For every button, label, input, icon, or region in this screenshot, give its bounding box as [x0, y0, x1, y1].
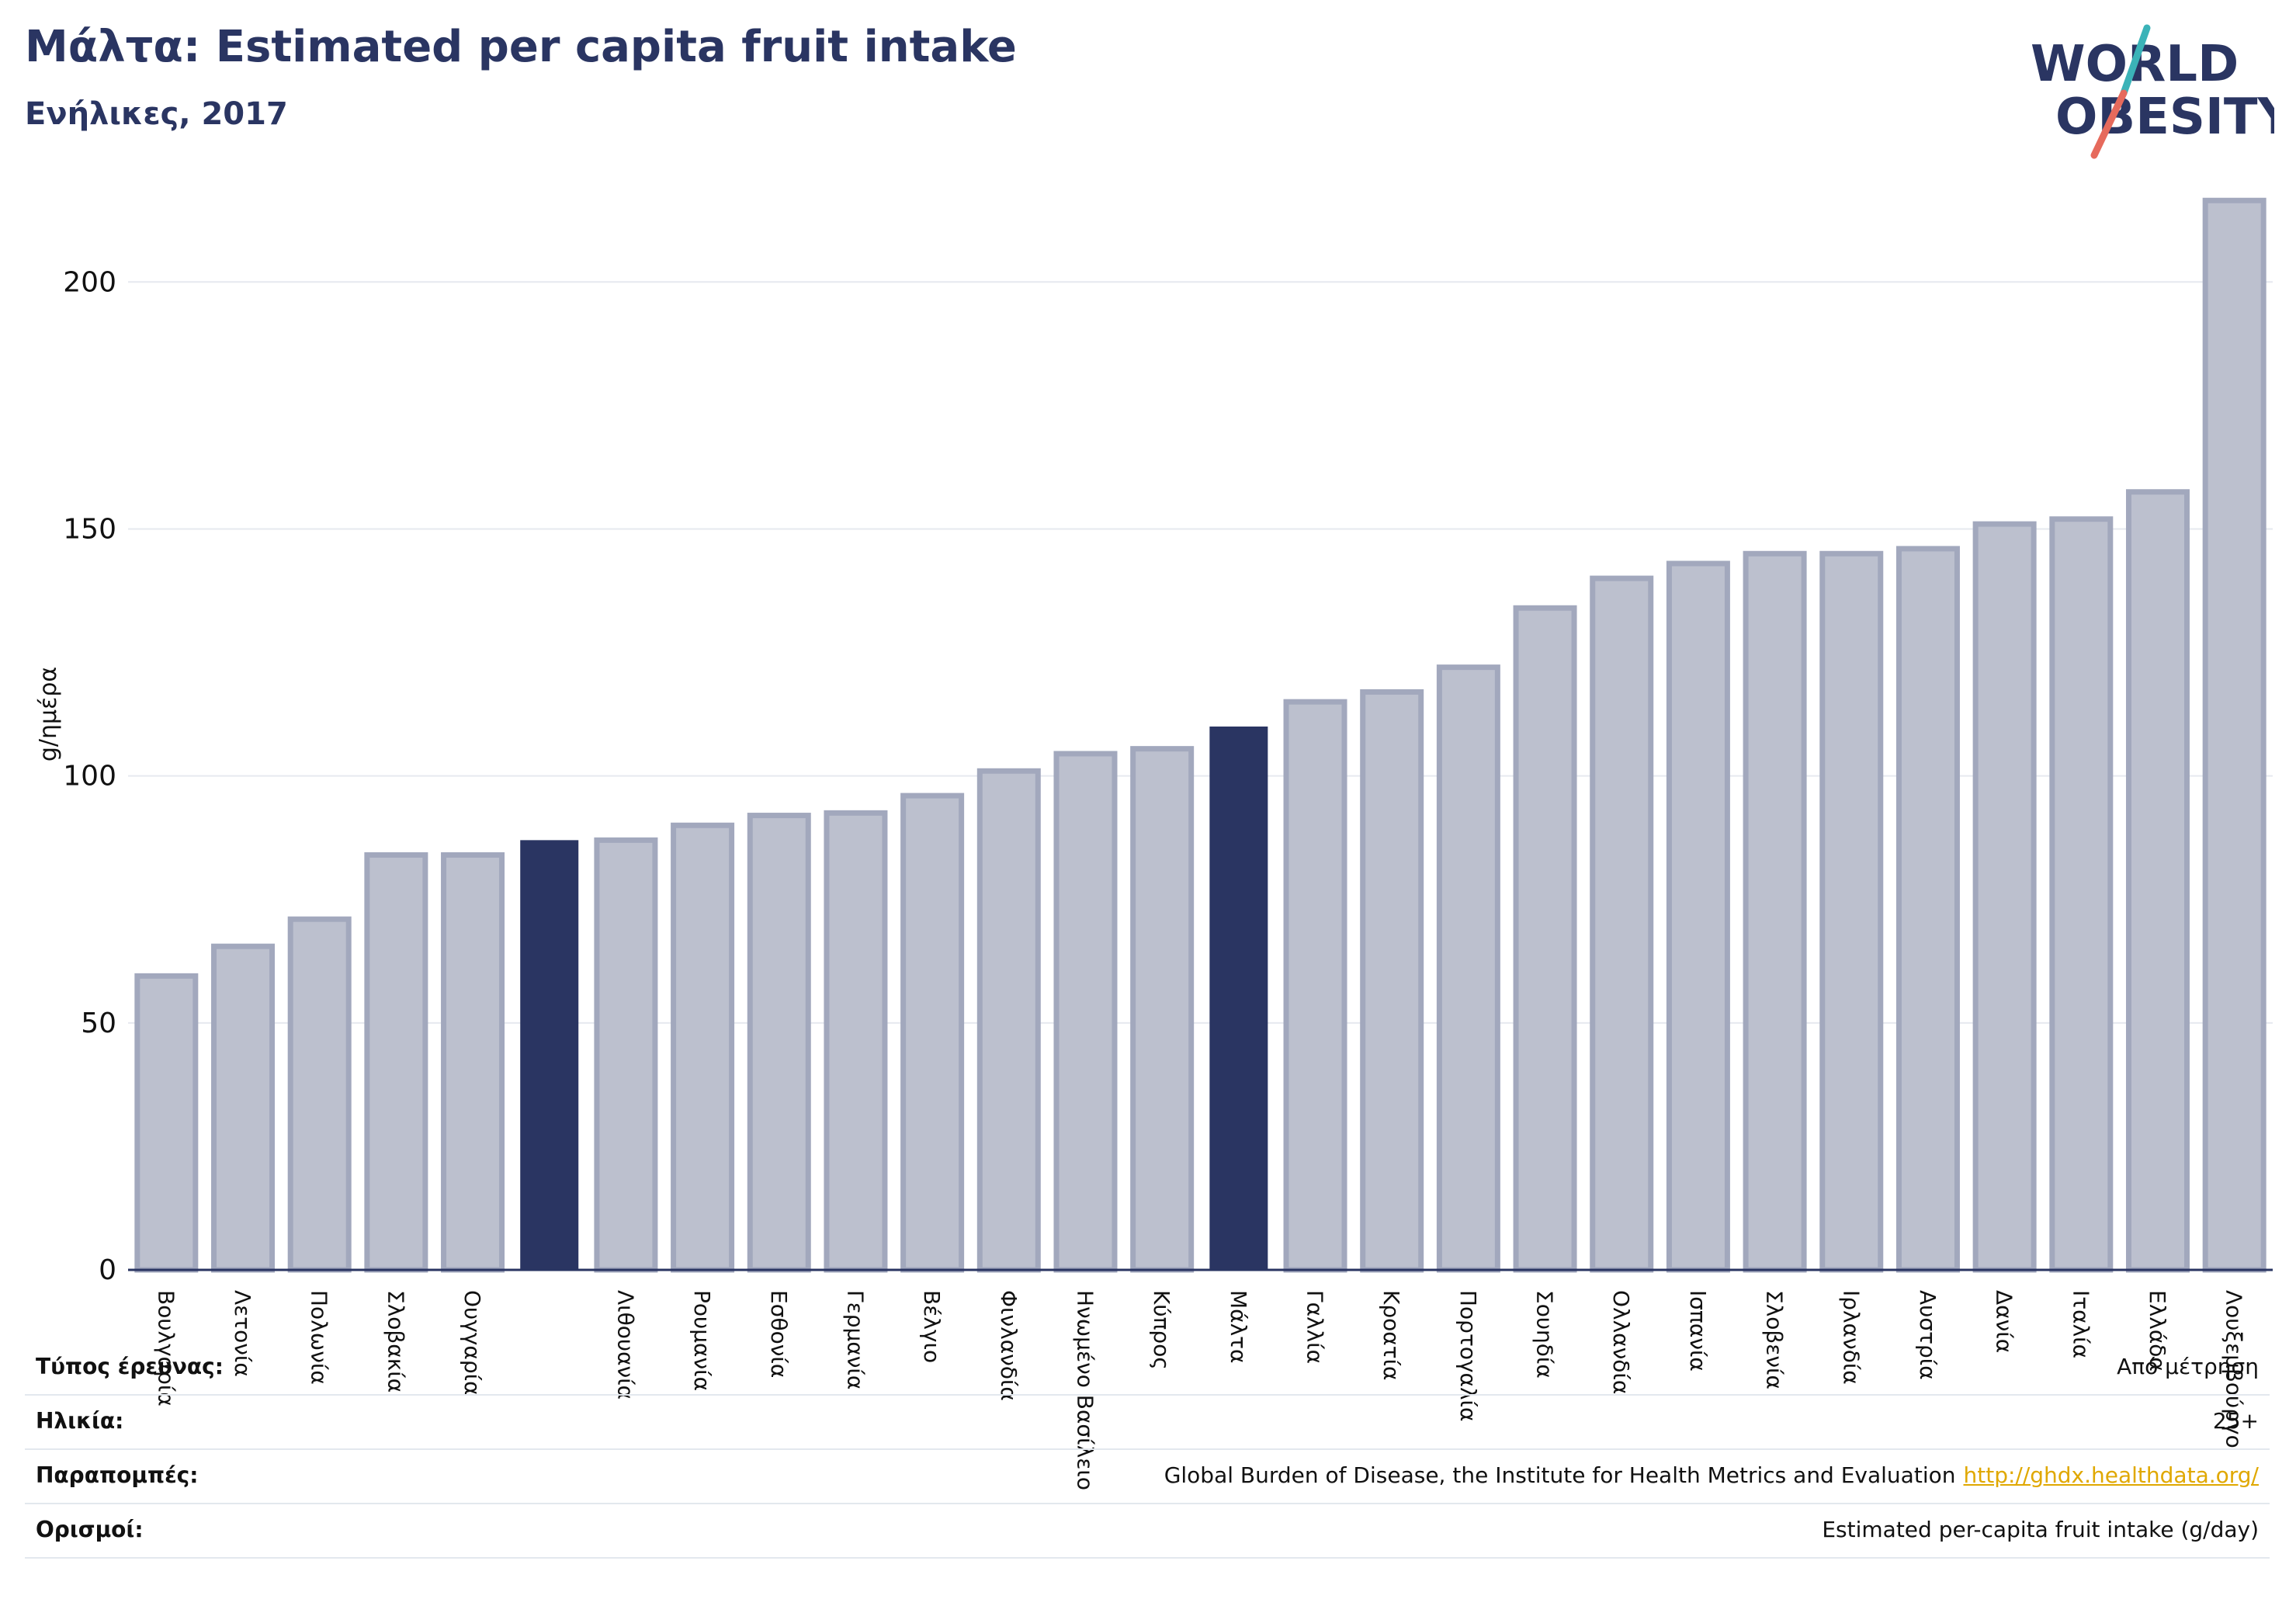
bar	[134, 973, 199, 1273]
bar	[1590, 575, 1654, 1273]
bar	[1053, 751, 1118, 1273]
definitions-value: Estimated per-capita fruit intake (g/day…	[1822, 1517, 2259, 1542]
world-obesity-logo: WORLD OBESITY	[2031, 24, 2274, 159]
bar	[671, 822, 735, 1273]
x-tick-label: Ουγγαρία	[460, 1290, 485, 1396]
bar	[1130, 746, 1195, 1273]
x-tick-label: Πορτογαλία	[1455, 1290, 1481, 1421]
chart-title: Μάλτα: Estimated per capita fruit intake	[25, 22, 1017, 72]
x-tick-label: Σλοβενία	[1762, 1290, 1788, 1389]
x-tick-label: Ρουμανία	[689, 1290, 715, 1391]
x-axis-ticks: Βουλγαρία Λετονία Πολωνία Σλοβακία Ουγγαρία Λ…	[153, 1290, 2246, 1490]
x-tick-label: Κροατία	[1379, 1290, 1404, 1381]
bar-chart: 0 50 100 150 200 Βουλγαρία Λετονία Πολωνία Σλοβ…	[35, 197, 2273, 1490]
y-tick-label: 100	[63, 761, 116, 793]
info-row-age: Ηλικία: 25+	[25, 1396, 2270, 1450]
bar	[1436, 664, 1500, 1273]
logo-word-obesity: OBESITY	[2055, 88, 2274, 146]
y-tick-label: 200	[63, 266, 116, 298]
bar	[1513, 605, 1577, 1273]
bar	[211, 943, 276, 1273]
definitions-label: Ορισμοί:	[36, 1517, 144, 1542]
logo-slash-teal	[2120, 24, 2151, 97]
bar	[1895, 546, 1960, 1273]
x-tick-label: Γερμανία	[842, 1290, 868, 1389]
info-row-references: Παραπομπές: Global Burden of Disease, th…	[25, 1450, 2270, 1504]
x-tick-label: Σλοβακία	[383, 1290, 408, 1393]
x-tick-label: Κύπρος	[1149, 1290, 1174, 1370]
references-label: Παραπομπές:	[36, 1462, 199, 1488]
x-tick-label: Βουλγαρία	[153, 1290, 179, 1406]
x-tick-label: Πολωνία	[307, 1290, 332, 1385]
bar	[900, 793, 965, 1273]
bars	[134, 197, 2267, 1273]
bar	[520, 840, 579, 1270]
references-link[interactable]: http://ghdx.healthdata.org/	[1963, 1462, 2259, 1488]
x-tick-label: Σουηδία	[1532, 1290, 1558, 1379]
x-tick-label: Ιταλία	[2068, 1290, 2093, 1358]
survey-type-value: Από μέτρηση	[2117, 1354, 2259, 1379]
x-tick-label: Αυστρία	[1915, 1290, 1941, 1380]
x-tick-label: Ιρλανδία	[1838, 1290, 1864, 1385]
x-tick-label: Λετονία	[230, 1290, 255, 1377]
references-value-wrap: Global Burden of Disease, the Institute …	[1164, 1462, 2259, 1488]
bar	[824, 810, 888, 1273]
x-tick-label: Λουξεμβούργο	[2221, 1290, 2247, 1448]
y-tick-label: 50	[81, 1008, 116, 1039]
x-tick-label: Λιθουανία	[612, 1290, 638, 1400]
logo-slash-red	[2090, 89, 2128, 159]
bar	[1819, 550, 1884, 1273]
x-tick-label: Ισπανία	[1685, 1290, 1711, 1372]
x-tick-label: Δανία	[1992, 1290, 2017, 1353]
info-row-survey-type: Τύπος έρευνας: Από μέτρηση	[25, 1341, 2270, 1396]
bar	[441, 852, 505, 1273]
age-label: Ηλικία:	[36, 1408, 124, 1434]
x-tick-label: Εσθονία	[766, 1290, 792, 1378]
y-axis-ticks: 0 50 100 150 200	[63, 266, 116, 1286]
info-row-definitions: Ορισμοί: Estimated per-capita fruit inta…	[25, 1504, 2270, 1559]
bar	[1972, 521, 2037, 1273]
bar	[976, 768, 1041, 1273]
x-tick-label: Ολλανδία	[1608, 1290, 1634, 1394]
x-tick-label: Βέλγιο	[919, 1290, 945, 1363]
age-value: 25+	[2212, 1408, 2259, 1434]
bar	[1666, 560, 1730, 1273]
bar	[594, 837, 658, 1273]
x-tick-label: Φινλανδία	[996, 1290, 1021, 1401]
references-value: Global Burden of Disease, the Institute …	[1164, 1462, 1956, 1488]
bar	[1283, 699, 1347, 1273]
x-tick-label: Ηνωμένο Βασίλειο	[1072, 1290, 1098, 1490]
y-tick-label: 0	[99, 1254, 116, 1286]
bar	[2049, 516, 2114, 1273]
bar	[364, 852, 428, 1273]
y-axis-label: g/ημέρα	[35, 667, 62, 761]
bar	[287, 916, 352, 1273]
bar	[2202, 197, 2267, 1273]
chart-subtitle: Ενήλικες, 2017	[25, 96, 288, 132]
survey-type-label: Τύπος έρευνας:	[36, 1354, 224, 1379]
bar	[2125, 489, 2190, 1273]
x-tick-label: Ελλάδα	[2145, 1290, 2170, 1372]
bar	[1360, 689, 1424, 1273]
y-tick-label: 150	[63, 513, 116, 545]
x-tick-label: Γαλλία	[1302, 1290, 1328, 1364]
x-tick-label: Μάλτα	[1226, 1290, 1251, 1364]
bar	[747, 813, 811, 1273]
bar	[1209, 727, 1268, 1270]
bar	[1743, 550, 1807, 1273]
